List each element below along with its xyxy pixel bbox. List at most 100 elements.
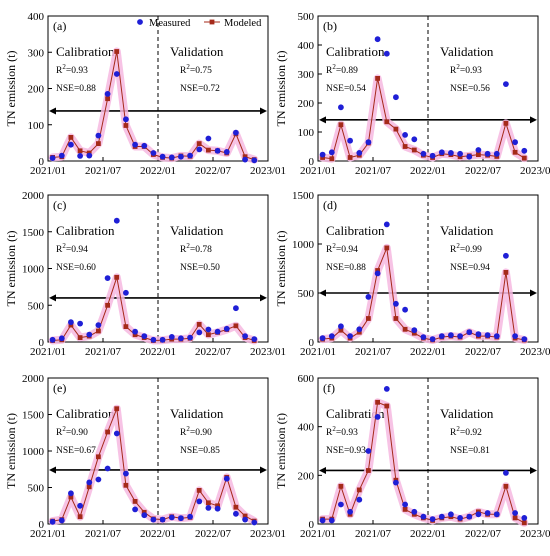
modeled-point [96,328,101,334]
measured-point [393,94,399,101]
modeled-point [338,327,344,333]
x-tick-label: 2022/01 [410,528,446,540]
measured-point [214,147,221,154]
modeled-point [402,326,408,332]
calibration-r2: R2=0.93 [56,63,88,76]
modeled-point [77,335,83,340]
validation-r2: R2=0.92 [450,425,482,438]
calibration-nse: NSE=0.88 [56,84,96,94]
measured-point [457,333,463,339]
calibration-nse: NSE=0.54 [326,84,366,94]
calibration-nse: NSE=0.67 [56,446,96,456]
measured-point [448,511,454,518]
measured-point [475,331,482,338]
r2-symbol: R [56,245,63,255]
threshold-arrow-left [319,116,326,124]
y-tick-label: 0 [309,156,315,168]
modeled-point [96,454,101,460]
measured-point [402,132,408,138]
modeled-point [375,76,380,81]
measured-point [168,154,175,161]
calibration-nse: NSE=0.93 [326,446,366,456]
measured-point [365,294,372,300]
y-tick-label: 0 [39,156,45,168]
x-tick-label: 2022/01 [410,346,446,358]
validation-r2-value: =0.78 [190,245,212,255]
measured-point [466,513,473,520]
measured-point [319,335,326,341]
panel-d: 0 500 1000 1500 2021/01 2021/07 2022/01 2022/07… [274,190,550,358]
measured-point [205,326,212,333]
measured-point [77,320,83,327]
modeled-point [512,149,518,155]
validation-label: Validation [170,223,224,238]
measured-point [328,149,335,156]
measured-point [429,152,436,159]
legend-measured-label: Measured [149,18,191,29]
measured-point [205,505,212,511]
measured-point [159,153,166,160]
y-tick-label: 200 [298,470,315,482]
calibration-nse: NSE=0.88 [326,263,366,273]
y-tick-label: 1000 [22,264,45,276]
r2-exponent: 2 [456,242,460,250]
measured-point [493,333,500,339]
y-axis-label: TN emission (t) [4,231,18,307]
measured-point [113,71,120,77]
y-axis-label: TN emission (t) [274,51,288,127]
modeled-point [338,122,344,128]
modeled-point [338,483,344,489]
measured-point [141,142,148,149]
calibration-r2: R2=0.90 [56,425,88,438]
measured-point [347,137,353,144]
measured-point [159,336,166,343]
y-tick-label: 500 [28,483,45,495]
modeled-point [233,323,239,329]
measured-point [58,517,65,524]
measured-point [512,333,518,339]
measured-point [187,152,194,159]
measured-point [242,156,249,163]
measured-point [132,328,139,335]
measured-point [475,147,482,153]
modeled-point [366,468,371,473]
measured-point [411,327,418,334]
measured-point [251,336,258,342]
x-tick-label: 2023/01 [250,346,286,358]
r2-exponent: 2 [186,425,190,433]
measured-point [512,139,518,146]
measured-point [104,275,111,281]
measured-point [429,336,436,342]
measured-point [356,326,363,333]
panel-label: (d) [323,198,337,212]
calibration-r2-value: =0.93 [336,428,358,438]
measured-point [242,516,249,523]
y-axis-label: TN emission (t) [4,51,18,127]
measured-point [214,328,221,335]
measured-point [383,221,390,228]
y-tick-label: 0 [309,337,315,349]
measured-point [223,149,230,155]
validation-r2-value: =0.90 [190,428,212,438]
modeled-point [132,499,138,504]
measured-point [150,150,157,156]
measured-point [77,153,83,159]
measured-point [86,331,93,338]
x-tick-label: 2022/07 [465,528,502,540]
modeled-point [384,119,390,125]
calibration-r2: R2=0.89 [326,63,358,76]
measured-point [374,270,381,277]
calibration-label: Calibration [56,223,115,238]
measured-point [95,322,102,328]
panel-label: (a) [53,19,66,33]
y-tick-label: 100 [298,127,315,139]
y-tick-label: 1500 [292,190,315,202]
modeled-point [206,332,211,338]
x-tick-label: 2022/07 [195,165,232,177]
validation-r2: R2=0.75 [180,63,212,76]
r2-exponent: 2 [456,63,460,71]
measured-point [521,336,528,342]
measured-point [251,519,258,526]
measured-point [214,505,221,512]
calibration-label: Calibration [326,44,385,59]
